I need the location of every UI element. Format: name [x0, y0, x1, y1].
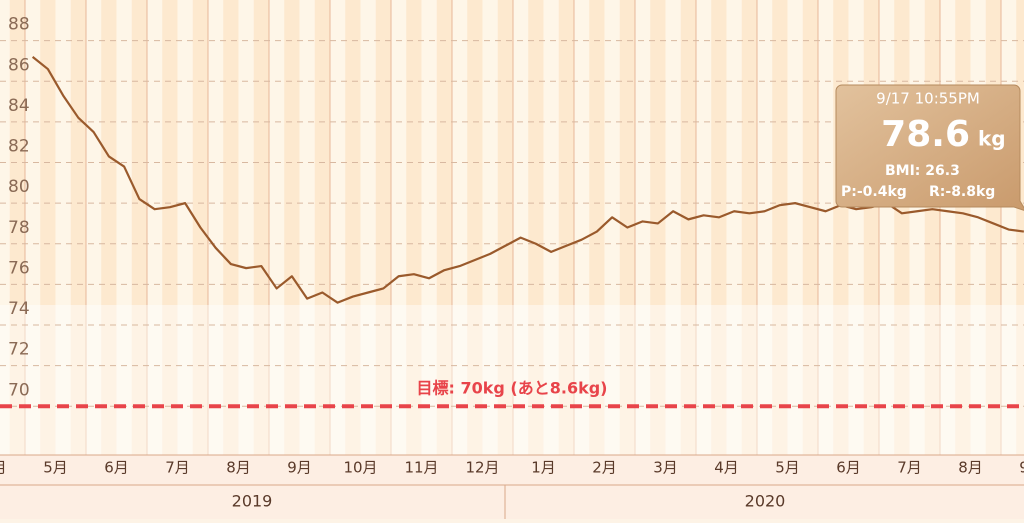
stripe — [360, 0, 376, 455]
popup-weight: 78.6 — [881, 114, 970, 155]
y-tick-label: 76 — [8, 258, 30, 278]
stripe — [650, 0, 666, 455]
stripe — [604, 0, 620, 455]
y-tick-label: 86 — [8, 55, 30, 75]
x-tick-label: 8月 — [226, 459, 251, 477]
stripe — [253, 0, 269, 455]
y-tick-label: 84 — [8, 96, 30, 116]
axis-band — [0, 455, 1024, 519]
stripe — [269, 0, 285, 455]
x-tick-label: 3月 — [653, 459, 678, 477]
y-tick-label: 74 — [8, 299, 30, 319]
stripe — [543, 0, 559, 455]
stripe — [421, 0, 437, 455]
popup: 9/17 10:55PM 78.6 kg BMI: 26.3 P:-0.4kg … — [835, 84, 1024, 211]
popup-unit: kg — [978, 127, 1006, 151]
stripe — [9, 0, 25, 455]
y-tick-label: 78 — [8, 218, 30, 238]
stripe — [345, 0, 361, 455]
year-label: 2019 — [232, 492, 273, 511]
stripe — [467, 0, 483, 455]
stripe — [497, 0, 513, 455]
y-tick-label: 70 — [8, 380, 30, 400]
stripe — [558, 0, 574, 455]
x-tick-label: 7月 — [897, 459, 922, 477]
stripe — [391, 0, 407, 455]
stripe — [436, 0, 452, 455]
x-tick-label: 6月 — [836, 459, 861, 477]
stripe — [665, 0, 681, 455]
stripe — [314, 0, 330, 455]
stripe — [375, 0, 391, 455]
stripe — [1016, 0, 1024, 455]
stripe — [162, 0, 178, 455]
stripe — [25, 0, 41, 455]
popup-bmi: BMI: 26.3 — [885, 163, 960, 179]
stripe — [589, 0, 605, 455]
y-tick-label: 72 — [8, 340, 30, 360]
stripe — [55, 0, 71, 455]
stripe — [513, 0, 529, 455]
stripe — [711, 0, 727, 455]
stripe — [635, 0, 651, 455]
stripe — [284, 0, 300, 455]
stripe — [40, 0, 56, 455]
stripe — [818, 0, 834, 455]
y-tick-label: 88 — [8, 15, 30, 35]
popup-box — [835, 84, 1024, 211]
x-tick-label: 1月 — [531, 459, 556, 477]
stripe — [802, 0, 818, 455]
stripe — [0, 0, 10, 455]
stripe — [452, 0, 468, 455]
stripe — [574, 0, 590, 455]
stripe — [299, 0, 315, 455]
x-tick-label: 2月 — [592, 459, 617, 477]
x-tick-label: 11月 — [404, 459, 438, 477]
x-tick-label: 10月 — [343, 459, 377, 477]
stripe — [238, 0, 254, 455]
stripe — [116, 0, 132, 455]
year-label: 2020 — [745, 492, 786, 511]
stripe — [177, 0, 193, 455]
x-tick-label: 6月 — [104, 459, 129, 477]
x-tick-label: 12月 — [465, 459, 499, 477]
stripe — [696, 0, 712, 455]
x-tick-label: 8月 — [958, 459, 983, 477]
lower-tint — [0, 305, 1024, 455]
x-tick-label: 5月 — [43, 459, 68, 477]
x-tick-label: 4月 — [714, 459, 739, 477]
background — [0, 0, 1024, 485]
stripe — [406, 0, 422, 455]
stripe — [741, 0, 757, 455]
stripe — [726, 0, 742, 455]
weight-line — [31, 56, 1024, 304]
stripe — [482, 0, 498, 455]
popup-r: R:-8.8kg — [929, 184, 995, 200]
x-tick-label: 9月 — [287, 459, 312, 477]
stripe — [147, 0, 163, 455]
stripe — [757, 0, 773, 455]
y-tick-label: 80 — [8, 177, 30, 197]
popup-p: P:-0.4kg — [841, 184, 907, 200]
stripe — [528, 0, 544, 455]
stripe — [86, 0, 102, 455]
stripe — [101, 0, 117, 455]
stripe — [223, 0, 239, 455]
stripe — [772, 0, 788, 455]
stripe — [680, 0, 696, 455]
x-tick-label: 9月 — [1019, 459, 1024, 477]
y-tick-label: 82 — [8, 137, 30, 157]
x-tick-label: 5月 — [775, 459, 800, 477]
popup-date: 9/17 10:55PM — [876, 90, 980, 108]
x-tick-label: 7月 — [165, 459, 190, 477]
stripe — [208, 0, 224, 455]
x-tick-label: 4月 — [0, 459, 7, 477]
goal-label: 目標: 70kg (あと8.6kg) — [417, 379, 608, 398]
stripe — [131, 0, 147, 455]
stripe — [787, 0, 803, 455]
stripe — [330, 0, 346, 455]
